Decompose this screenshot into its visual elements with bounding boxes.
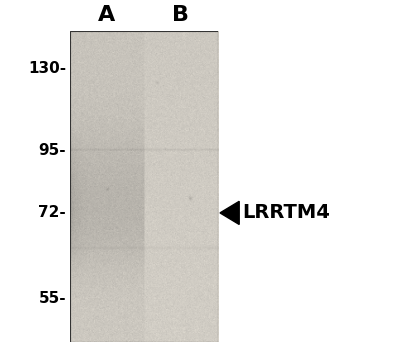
Text: LRRTM4: LRRTM4 [242, 203, 330, 222]
Text: 55-: 55- [38, 291, 66, 306]
Text: 72-: 72- [38, 205, 66, 220]
Text: A: A [98, 5, 116, 25]
Text: 130-: 130- [28, 60, 66, 76]
Text: 95-: 95- [38, 143, 66, 158]
Polygon shape [220, 201, 239, 224]
Text: B: B [172, 5, 190, 25]
